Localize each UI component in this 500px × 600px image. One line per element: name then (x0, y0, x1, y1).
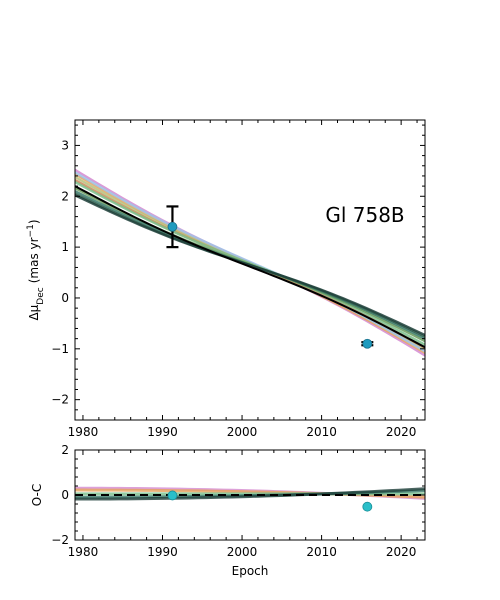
residual-y-tick-label: −2 (51, 533, 69, 547)
main-panel: 1980 1990 2000 2010 2020 −2 −1 0 1 2 3 Gl 758B ΔμD… (26, 119, 426, 439)
measurement-point (167, 221, 178, 232)
residual-x-tick-label: 2010 (306, 545, 337, 559)
main-y-tick-label: 1 (61, 240, 69, 254)
residual-curves (75, 486, 425, 501)
main-x-tick-label: 1980 (68, 425, 99, 439)
x-axis-label: Epoch (232, 564, 269, 578)
orbit-curves (75, 168, 425, 357)
main-y-tick-label: 2 (61, 189, 69, 203)
annotation-label: Gl 758B (325, 203, 404, 227)
residual-y-tick-label: 0 (61, 488, 69, 502)
residual-curve (75, 487, 425, 501)
main-x-tick-label: 2020 (386, 425, 417, 439)
y-axis-label-exp: −1 (26, 224, 36, 237)
y-axis-label-close: ) (27, 219, 41, 224)
main-y-tick-label: 0 (61, 291, 69, 305)
best-fit-curve (75, 185, 425, 349)
residual-points (167, 490, 373, 512)
residual-x-tick-label: 1990 (147, 545, 178, 559)
residual-x-tick-label: 2000 (227, 545, 258, 559)
main-frame (74, 119, 426, 421)
residual-y-axis-label: O-C (30, 484, 44, 507)
residual-x-tick-label: 2020 (386, 545, 417, 559)
measurements (166, 205, 374, 349)
residual-point (167, 490, 178, 501)
residual-panel: 1980 1990 2000 2010 2020 −2 0 2 O-C Epoch (30, 443, 426, 578)
residual-x-tick-label: 1980 (68, 545, 99, 559)
orbit-curve (75, 194, 425, 337)
main-x-tick-label: 1990 (147, 425, 178, 439)
y-axis-label-unit: (mas yr (27, 237, 41, 283)
main-x-tick-label: 2000 (227, 425, 258, 439)
main-y-tick-label: −2 (51, 393, 69, 407)
y-axis-label-main: Δμ (27, 304, 41, 320)
measurement-point (362, 338, 373, 349)
main-y-tick-label: −1 (51, 342, 69, 356)
residual-y-tick-label: 2 (61, 443, 69, 457)
main-x-tick-label: 2010 (306, 425, 337, 439)
main-axes: 1980 1990 2000 2010 2020 −2 −1 0 1 2 3 (51, 119, 426, 439)
main-y-tick-label: 3 (61, 138, 69, 152)
residual-axes: 1980 1990 2000 2010 2020 −2 0 2 (51, 443, 426, 559)
y-axis-label: ΔμDec (mas yr−1) (26, 219, 46, 320)
residual-point (362, 501, 373, 512)
y-axis-label-sub: Dec (36, 287, 46, 304)
